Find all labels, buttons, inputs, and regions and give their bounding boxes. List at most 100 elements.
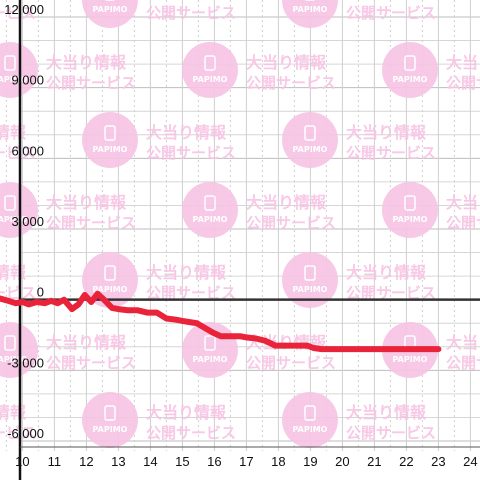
watermark-line2: 公開サービス xyxy=(46,74,136,92)
machine-icon xyxy=(104,125,116,141)
watermark-badge-text: PAPIMO xyxy=(393,215,428,224)
watermark-line2: 公開サービス xyxy=(346,424,436,442)
watermark-line2: 公開サービス xyxy=(0,4,36,22)
watermark-badge-text: PAPIMO xyxy=(393,355,428,364)
watermark-badge-text: PAPIMO xyxy=(293,145,328,154)
watermark-line2: 公開サービス xyxy=(46,214,136,232)
y-tick-label: 0 xyxy=(37,285,44,300)
y-tick-label: 9,000 xyxy=(11,73,44,88)
watermark-line1: 大当り情報 xyxy=(446,333,480,352)
watermark-line2: 公開サービス xyxy=(146,424,236,442)
watermark-line1: 大当り情報 xyxy=(46,53,127,72)
machine-icon xyxy=(4,335,16,351)
x-tick-label: 24 xyxy=(463,454,477,469)
watermark-badge-text: PAPIMO xyxy=(93,425,128,434)
x-tick-label: 11 xyxy=(48,454,62,469)
watermark-line1: 大当り情報 xyxy=(146,403,227,422)
x-tick-label: 12 xyxy=(79,454,93,469)
watermark-line1: 大当り情報 xyxy=(0,123,27,142)
watermark-line2: 公開サービス xyxy=(446,214,480,232)
watermark-line2: 公開サービス xyxy=(146,4,236,22)
watermark-badge-text: PAPIMO xyxy=(293,285,328,294)
machine-icon xyxy=(104,405,116,421)
watermark-line2: 公開サービス xyxy=(246,214,336,232)
watermark-badge-text: PAPIMO xyxy=(0,355,28,364)
watermark-line1: 大当り情報 xyxy=(146,263,227,282)
x-tick-label: 20 xyxy=(335,454,349,469)
watermark-line1: 大当り情報 xyxy=(346,123,427,142)
watermark-line1: 大当り情報 xyxy=(346,263,427,282)
x-tick-label: 22 xyxy=(399,454,413,469)
watermark-line2: 公開サービス xyxy=(446,74,480,92)
watermark-badge-text: PAPIMO xyxy=(193,215,228,224)
y-tick-label: 6,000 xyxy=(11,143,44,158)
series-line-0 xyxy=(0,290,442,353)
watermark-line2: 公開サービス xyxy=(146,144,236,162)
x-tick-label: 21 xyxy=(367,454,381,469)
watermark-line1: 大当り情報 xyxy=(46,333,127,352)
watermark-line2: 公開サービス xyxy=(0,144,36,162)
watermark-circle xyxy=(82,0,138,28)
machine-icon xyxy=(204,195,216,211)
watermark-line1: 大当り情報 xyxy=(346,0,427,2)
watermark-line2: 公開サービス xyxy=(46,354,136,372)
watermark-badge-text: PAPIMO xyxy=(393,75,428,84)
y-tick-label: 3,000 xyxy=(11,214,44,229)
x-tick-label: 18 xyxy=(271,454,285,469)
watermark-badge-text: PAPIMO xyxy=(193,355,228,364)
y-tick-label: -3,000 xyxy=(7,355,44,370)
machine-icon xyxy=(404,195,416,211)
watermark-badge-text: PAPIMO xyxy=(293,425,328,434)
machine-icon xyxy=(104,265,116,281)
y-tick-label: 12,000 xyxy=(4,2,44,17)
watermark-badge-text: PAPIMO xyxy=(193,75,228,84)
watermark-badge-text: PAPIMO xyxy=(0,75,28,84)
watermark-line1: 大当り情報 xyxy=(0,403,27,422)
watermark-line1: 大当り情報 xyxy=(246,53,327,72)
watermark-line2: 公開サービス xyxy=(346,4,436,22)
watermark-badge-text: PAPIMO xyxy=(93,145,128,154)
watermark-line1: 大当り情報 xyxy=(146,0,227,2)
watermark-line2: 公開サービス xyxy=(0,424,36,442)
watermark-line1: 大当り情報 xyxy=(446,53,480,72)
watermark-badge-text: PAPIMO xyxy=(93,285,128,294)
x-tick-label: 10 xyxy=(15,454,29,469)
x-tick-label: 15 xyxy=(175,454,189,469)
series xyxy=(0,290,442,353)
x-tick-label: 23 xyxy=(431,454,445,469)
machine-icon xyxy=(204,55,216,71)
watermark-badge-text: PAPIMO xyxy=(293,5,328,14)
watermark-line1: 大当り情報 xyxy=(446,193,480,212)
machine-icon xyxy=(304,125,316,141)
watermark-line2: 公開サービス xyxy=(346,284,436,302)
watermark-line1: 大当り情報 xyxy=(0,263,27,282)
watermark-line1: 大当り情報 xyxy=(146,123,227,142)
x-tick-label: 17 xyxy=(239,454,253,469)
watermark-line2: 公開サービス xyxy=(246,354,336,372)
watermark-line2: 公開サービス xyxy=(246,74,336,92)
watermark-line1: 大当り情報 xyxy=(346,403,427,422)
machine-icon xyxy=(204,335,216,351)
watermark-circle xyxy=(282,0,338,28)
watermark-badge-text: PAPIMO xyxy=(0,215,28,224)
watermark-badge-text: PAPIMO xyxy=(93,5,128,14)
watermark-line2: 公開サービス xyxy=(146,284,236,302)
watermark-line2: 公開サービス xyxy=(346,144,436,162)
x-tick-label: 16 xyxy=(207,454,221,469)
x-tick-label: 13 xyxy=(111,454,125,469)
watermark-line2: 公開サービス xyxy=(0,284,36,302)
machine-icon xyxy=(404,55,416,71)
watermark-line1: 大当り情報 xyxy=(0,0,27,2)
x-tick-label: 19 xyxy=(303,454,317,469)
